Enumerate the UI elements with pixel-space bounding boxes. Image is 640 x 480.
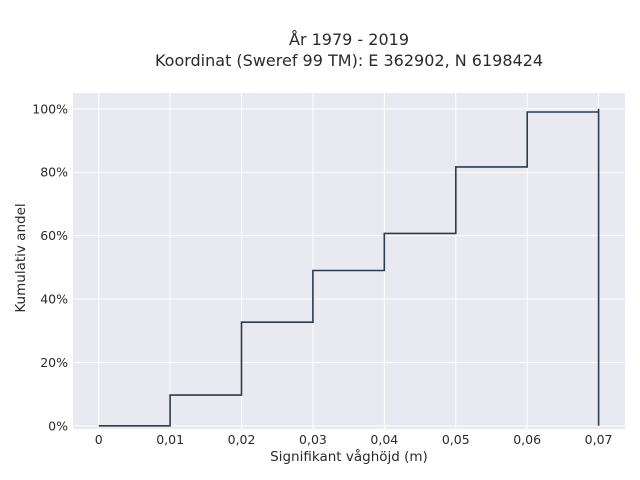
chart-title-line-2: Koordinat (Sweref 99 TM): E 362902, N 61… xyxy=(155,51,543,70)
y-axis-label: Kumulativ andel xyxy=(13,203,29,312)
y-tick-label: 20% xyxy=(40,355,68,370)
grid xyxy=(73,93,625,429)
y-tick-label: 60% xyxy=(40,228,68,243)
x-tick-label: 0,07 xyxy=(585,432,613,447)
series-line-0 xyxy=(98,108,600,427)
x-axis-ticks: 0 0,01 0,02 0,03 0,04 0,05 0,06 0,07 xyxy=(95,432,613,447)
series-group xyxy=(98,108,600,427)
y-tick-label: 0% xyxy=(48,418,68,433)
chart-title: År 1979 - 2019 Koordinat (Sweref 99 TM):… xyxy=(155,30,543,70)
y-tick-label: 100% xyxy=(32,101,68,116)
chart-title-line-1: År 1979 - 2019 xyxy=(289,30,409,49)
x-tick-label: 0,03 xyxy=(299,432,327,447)
y-axis-ticks: 0% 20% 40% 60% 80% 100% xyxy=(32,101,68,433)
x-tick-label: 0,04 xyxy=(370,432,398,447)
x-tick-label: 0,01 xyxy=(156,432,184,447)
x-tick-label: 0 xyxy=(95,432,103,447)
y-tick-label: 80% xyxy=(40,165,68,180)
x-tick-label: 0,02 xyxy=(228,432,256,447)
plot-area xyxy=(73,93,625,429)
x-tick-label: 0,06 xyxy=(513,432,541,447)
x-tick-label: 0,05 xyxy=(442,432,470,447)
x-axis-label: Signifikant våghöjd (m) xyxy=(270,448,428,465)
y-tick-label: 40% xyxy=(40,292,68,307)
